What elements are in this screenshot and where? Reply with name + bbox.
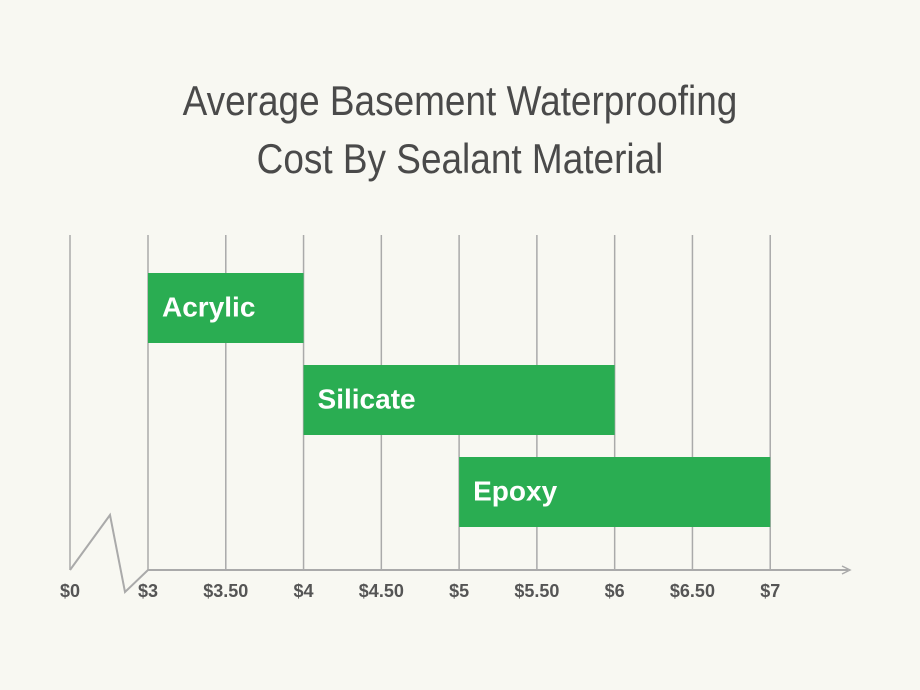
bar-label: Acrylic [162,291,255,322]
x-tick-label: $3.50 [203,581,248,601]
bar [148,273,304,343]
axis-break [69,512,149,594]
x-tick-label: $5.50 [514,581,559,601]
x-tick-label: $7 [760,581,780,601]
bar-label: Silicate [318,383,416,414]
x-tick-label: $5 [449,581,469,601]
axis-arrow [841,565,852,575]
x-tick-label: $0 [60,581,80,601]
bar [459,457,771,527]
x-tick-label: $4 [294,581,314,601]
x-tick-label: $6 [605,581,625,601]
chart-title: Average Basement Waterproofing Cost By S… [182,77,738,182]
bar-label: Epoxy [473,475,557,506]
bar [303,365,615,435]
x-tick-label: $3 [138,581,158,601]
x-tick-label: $6.50 [670,581,715,601]
x-tick-label: $4.50 [359,581,404,601]
